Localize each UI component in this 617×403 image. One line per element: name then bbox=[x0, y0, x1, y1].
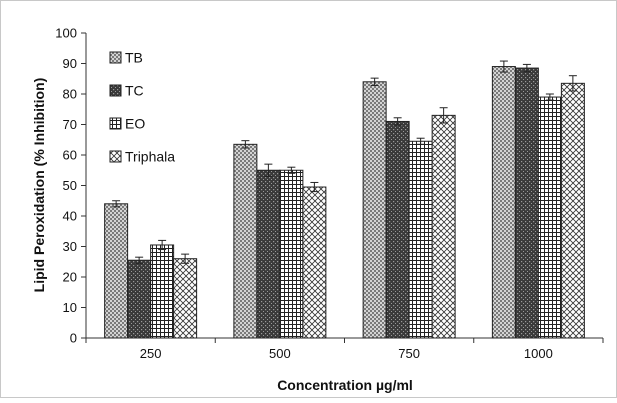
bar-tc-500 bbox=[256, 169, 281, 339]
y-tick-label: 10 bbox=[63, 300, 77, 315]
x-tick-label: 750 bbox=[398, 346, 420, 361]
bar-tc-250 bbox=[127, 259, 152, 339]
y-tick-label: 30 bbox=[63, 239, 77, 254]
bar-triphala-500 bbox=[302, 186, 327, 339]
bar-triphala-1000 bbox=[560, 82, 585, 339]
legend-swatch-tb bbox=[109, 51, 122, 64]
x-tick-label: 250 bbox=[140, 346, 162, 361]
bar-series-group bbox=[104, 66, 585, 339]
legend-label-eo: EO bbox=[125, 116, 145, 132]
y-tick-label: 60 bbox=[63, 148, 77, 163]
error-bars-group bbox=[112, 60, 577, 264]
bar-tb-500 bbox=[233, 143, 258, 339]
legend: TB TC EO Triphala bbox=[109, 50, 175, 165]
x-tick-label: 1000 bbox=[524, 346, 553, 361]
legend-swatch-tc bbox=[109, 84, 122, 97]
bar-tc-750 bbox=[385, 120, 410, 339]
bar-tb-250 bbox=[104, 203, 129, 339]
y-tick-label: 100 bbox=[55, 26, 77, 41]
legend-swatch-triphala bbox=[109, 150, 122, 163]
bar-tb-1000 bbox=[491, 66, 516, 339]
y-axis-title: Lipid Peroxidation (% Inhibition) bbox=[31, 78, 47, 293]
bar-tb-750 bbox=[362, 81, 387, 339]
bar-eo-1000 bbox=[537, 96, 562, 339]
bar-eo-500 bbox=[279, 169, 304, 339]
y-tick-label: 20 bbox=[63, 270, 77, 285]
y-tick-label: 80 bbox=[63, 87, 77, 102]
y-tick-label: 70 bbox=[63, 117, 77, 132]
legend-swatch-eo bbox=[109, 117, 122, 130]
bar-eo-250 bbox=[150, 244, 175, 339]
y-tick-label: 90 bbox=[63, 56, 77, 71]
bar-triphala-250 bbox=[173, 258, 198, 339]
y-axis: 0 10 20 30 40 50 60 70 80 90 100 bbox=[55, 26, 87, 346]
y-tick-label: 0 bbox=[70, 331, 77, 346]
x-axis-title: Concentration µg/ml bbox=[277, 377, 413, 393]
legend-label-tb: TB bbox=[125, 50, 143, 66]
bar-triphala-750 bbox=[431, 114, 456, 339]
bar-eo-750 bbox=[408, 140, 433, 339]
y-tick-label: 40 bbox=[63, 209, 77, 224]
legend-label-tc: TC bbox=[125, 83, 144, 99]
legend-label-triphala: Triphala bbox=[125, 149, 175, 165]
x-tick-label: 500 bbox=[269, 346, 291, 361]
bar-tc-1000 bbox=[514, 67, 539, 339]
y-tick-label: 50 bbox=[63, 178, 77, 193]
